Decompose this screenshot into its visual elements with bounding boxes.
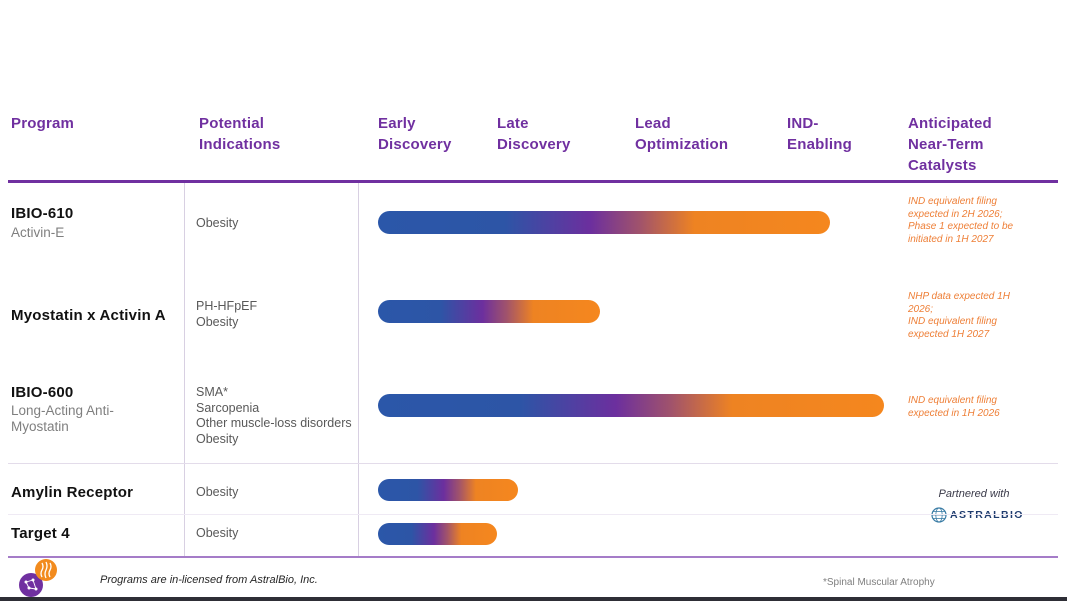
footer-license-note: Programs are in-licensed from AstralBio,…: [100, 574, 318, 586]
column-header-ind-enabling: IND- Enabling: [787, 115, 852, 153]
column-header-early-discovery: Early Discovery: [378, 115, 452, 153]
footer-sma-footnote: *Spinal Muscular Atrophy: [823, 577, 935, 588]
column-divider-2: [358, 183, 359, 557]
indications-text: PH-HFpEF Obesity: [196, 299, 258, 329]
progress-bar: [378, 211, 830, 234]
footer-divider: [8, 556, 1058, 558]
indications-text: Obesity: [196, 485, 239, 499]
astralbio-globe-icon: [931, 507, 947, 523]
column-header-indications: Potential Indications: [199, 115, 281, 153]
progress-bar: [378, 394, 884, 417]
program-subtitle: Long-Acting Anti- Myostatin: [11, 403, 114, 434]
bottom-edge-bar: [0, 597, 1067, 601]
column-header-late-discovery: Late Discovery: [497, 115, 571, 153]
row-divider-2: [8, 514, 1058, 515]
indications-text: SMA* Sarcopenia Other muscle-loss disord…: [196, 385, 352, 446]
program-subtitle: Activin-E: [11, 225, 65, 240]
catalyst-text: IND equivalent filing expected in 2H 202…: [908, 196, 1014, 245]
program-name: Myostatin x Activin A: [11, 307, 166, 324]
row-divider-1: [8, 463, 1058, 464]
catalyst-text: NHP data expected 1H 2026; IND equivalen…: [908, 291, 1010, 340]
header-underline: [8, 180, 1058, 183]
indications-text: Obesity: [196, 526, 239, 540]
column-header-catalysts: Anticipated Near-Term Catalysts: [908, 115, 992, 174]
column-header-lead-optimization: Lead Optimization: [635, 115, 729, 153]
partnered-with-label: Partnered with: [938, 488, 1010, 500]
indications-text: Obesity: [196, 216, 239, 230]
program-name: Amylin Receptor: [11, 484, 134, 501]
column-header-program: Program: [11, 115, 75, 132]
program-name: IBIO-600: [11, 384, 74, 401]
catalyst-text: IND equivalent filing expected in 1H 202…: [908, 395, 1000, 419]
ibio-logo-icon: [16, 557, 62, 601]
progress-bar: [378, 479, 518, 501]
program-name: IBIO-610: [11, 205, 74, 222]
astralbio-logo-text: ASTRALBIO: [950, 509, 1024, 521]
column-divider-1: [184, 183, 185, 557]
program-name: Target 4: [11, 525, 70, 542]
progress-bar: [378, 300, 600, 323]
progress-bar: [378, 523, 497, 545]
astralbio-logo: ASTRALBIO: [931, 507, 1024, 523]
